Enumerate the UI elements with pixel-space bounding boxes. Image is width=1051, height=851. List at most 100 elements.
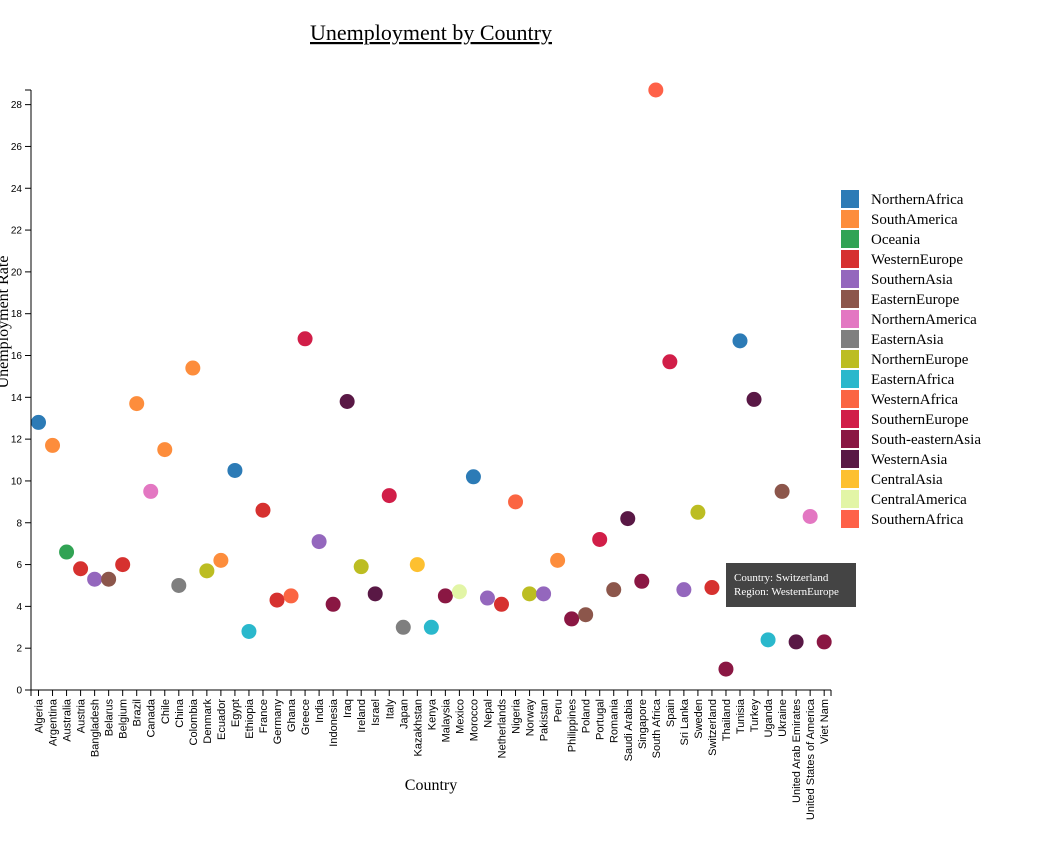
data-point[interactable]: [479, 590, 495, 606]
x-tick-label: Spain: [665, 699, 677, 727]
y-tick-label: 14: [11, 393, 23, 404]
data-point[interactable]: [760, 632, 776, 648]
data-point[interactable]: [662, 354, 678, 370]
data-point[interactable]: [606, 582, 622, 598]
data-point[interactable]: [339, 393, 355, 409]
data-point[interactable]: [59, 544, 75, 560]
x-tick-label: India: [314, 698, 326, 723]
x-tick-label: Colombia: [188, 698, 200, 745]
data-point[interactable]: [129, 396, 145, 412]
data-point[interactable]: [802, 508, 818, 524]
data-point[interactable]: [423, 619, 439, 635]
legend-label: CentralAmerica: [871, 492, 967, 508]
y-tick-label: 24: [11, 184, 23, 195]
x-tick-label: France: [258, 699, 270, 733]
x-tick-label: Denmark: [202, 699, 214, 744]
data-point[interactable]: [690, 504, 706, 520]
data-point[interactable]: [522, 586, 538, 602]
data-point[interactable]: [578, 607, 594, 623]
x-tick-label: Ghana: [286, 698, 298, 732]
data-point[interactable]: [297, 331, 313, 347]
legend-swatch: [841, 490, 859, 508]
x-tick-label: Kenya: [426, 698, 438, 730]
chart-title: Unemployment by Country: [310, 20, 552, 45]
legend-swatch: [841, 230, 859, 248]
data-point[interactable]: [353, 559, 369, 575]
y-tick-label: 8: [16, 518, 22, 529]
legend-item: EasternEurope: [841, 290, 960, 308]
x-tick-label: Greece: [300, 699, 312, 735]
data-point[interactable]: [73, 561, 89, 577]
data-point[interactable]: [788, 634, 804, 650]
data-point[interactable]: [171, 577, 187, 593]
data-point[interactable]: [87, 571, 103, 587]
legend-swatch: [841, 270, 859, 288]
legend-swatch: [841, 470, 859, 488]
data-point[interactable]: [381, 488, 397, 504]
x-tick-label: Bangladesh: [90, 699, 102, 757]
legend-item: Oceania: [841, 230, 920, 248]
data-point[interactable]: [718, 661, 734, 677]
data-point[interactable]: [311, 534, 327, 550]
data-point[interactable]: [648, 82, 664, 98]
data-point[interactable]: [185, 360, 201, 376]
data-point[interactable]: [746, 391, 762, 407]
data-point[interactable]: [620, 511, 636, 527]
data-point[interactable]: [115, 557, 131, 573]
data-point[interactable]: [592, 531, 608, 547]
x-tick-label: Poland: [581, 699, 593, 733]
data-point[interactable]: [395, 619, 411, 635]
x-tick-label: Pakistan: [539, 699, 551, 741]
data-point[interactable]: [269, 592, 285, 608]
x-tick-label: Malaysia: [440, 698, 452, 742]
legend-item: WesternAfrica: [841, 390, 958, 408]
data-point[interactable]: [409, 557, 425, 573]
data-point[interactable]: [493, 596, 509, 612]
data-point[interactable]: [227, 462, 243, 478]
data-point[interactable]: [536, 586, 552, 602]
x-tick-label: Nigeria: [511, 698, 523, 734]
data-point[interactable]: [704, 580, 720, 596]
data-point[interactable]: [213, 552, 229, 568]
legend-label: EasternEurope: [871, 292, 960, 308]
data-point[interactable]: [255, 502, 271, 518]
tooltip-region: Region: WesternEurope: [734, 586, 839, 598]
x-tick-label: Algeria: [34, 698, 46, 733]
data-point[interactable]: [31, 414, 46, 430]
legend-item: NorthernAmerica: [841, 310, 977, 328]
y-tick-label: 16: [11, 351, 23, 362]
y-tick-label: 6: [16, 560, 22, 571]
data-point[interactable]: [564, 611, 580, 627]
data-point[interactable]: [241, 623, 257, 639]
x-tick-label: Tunisia: [735, 698, 747, 734]
data-point[interactable]: [732, 333, 748, 349]
data-point[interactable]: [634, 573, 650, 589]
x-tick-label: Portugal: [595, 699, 607, 740]
data-point[interactable]: [143, 483, 159, 499]
tooltip-country: Country: Switzerland: [734, 572, 829, 584]
data-point[interactable]: [101, 571, 117, 587]
data-point[interactable]: [157, 442, 173, 458]
data-point[interactable]: [367, 586, 383, 602]
legend-swatch: [841, 330, 859, 348]
data-point[interactable]: [199, 563, 215, 579]
data-point[interactable]: [437, 588, 453, 604]
x-tick-label: Germany: [272, 699, 284, 745]
x-tick-label: Ireland: [356, 699, 368, 733]
legend-item: EasternAfrica: [841, 370, 955, 388]
data-point[interactable]: [774, 483, 790, 499]
x-tick-label: Nepal: [482, 699, 494, 728]
legend-item: NorthernAfrica: [841, 190, 964, 208]
data-point[interactable]: [816, 634, 832, 650]
data-point[interactable]: [325, 596, 341, 612]
data-point[interactable]: [45, 437, 61, 453]
data-point[interactable]: [508, 494, 524, 510]
data-point[interactable]: [283, 588, 299, 604]
data-point[interactable]: [550, 552, 566, 568]
data-point[interactable]: [451, 584, 467, 600]
legend-label: NorthernEurope: [871, 352, 969, 368]
data-point[interactable]: [465, 469, 481, 485]
legend-swatch: [841, 310, 859, 328]
data-point[interactable]: [676, 582, 692, 598]
legend-item: EasternAsia: [841, 330, 944, 348]
